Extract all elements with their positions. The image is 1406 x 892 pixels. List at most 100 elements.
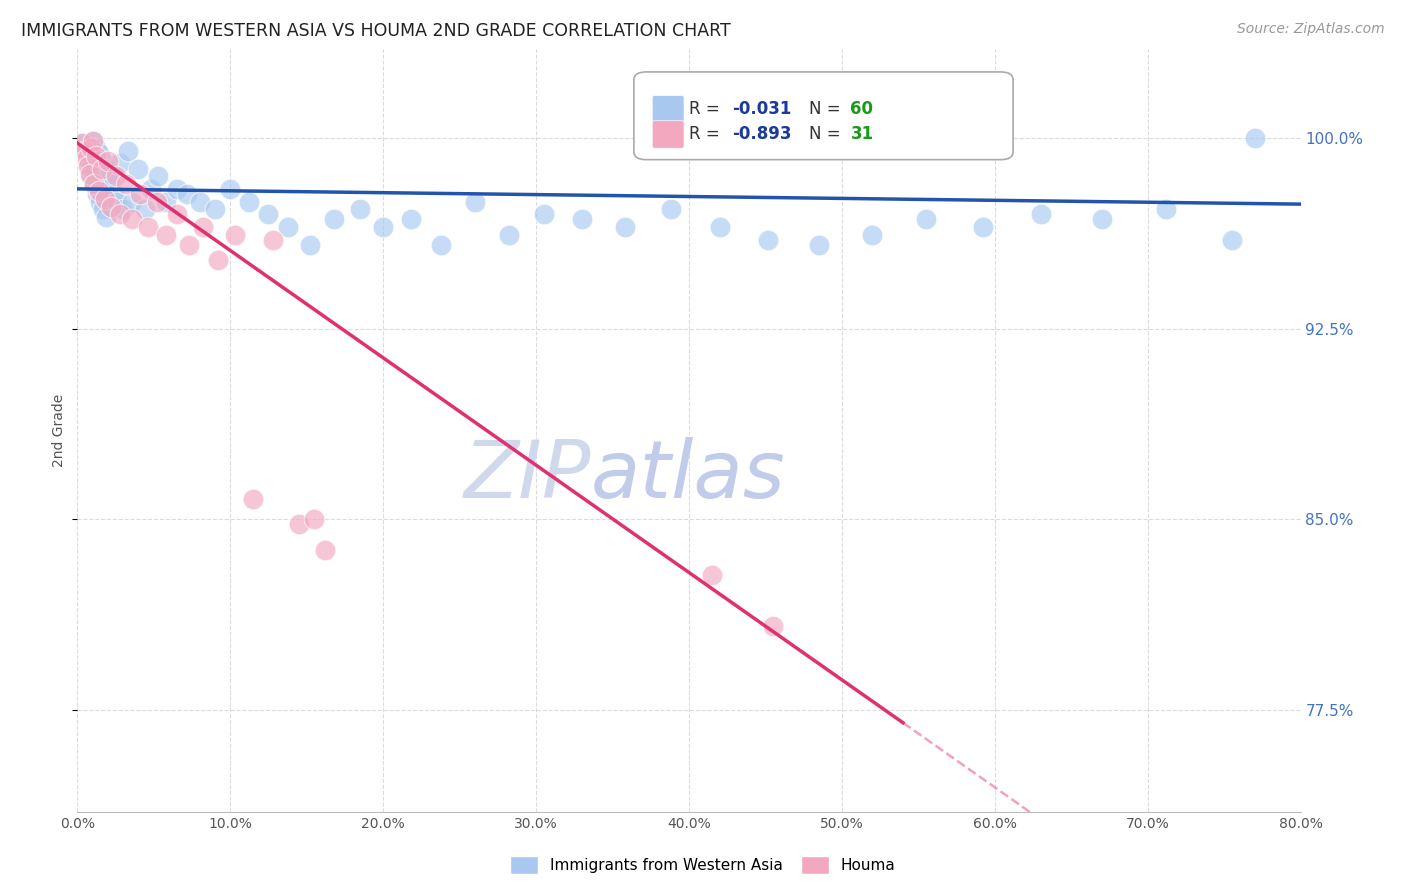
Point — [87, 146, 110, 161]
Point — [700, 568, 723, 582]
Point — [758, 233, 780, 247]
Point — [96, 210, 118, 224]
Point — [224, 227, 246, 242]
Point — [571, 212, 593, 227]
Point — [709, 219, 731, 234]
Point — [1154, 202, 1177, 217]
Point — [242, 491, 264, 506]
Point — [430, 237, 453, 252]
Point — [77, 159, 100, 173]
Point — [115, 177, 138, 191]
Point — [1029, 207, 1052, 221]
Point — [277, 219, 299, 234]
Point — [155, 227, 177, 242]
Point — [371, 219, 394, 234]
Point — [97, 153, 120, 168]
Text: IMMIGRANTS FROM WESTERN ASIA VS HOUMA 2ND GRADE CORRELATION CHART: IMMIGRANTS FROM WESTERN ASIA VS HOUMA 2N… — [21, 22, 731, 40]
Point — [298, 237, 321, 252]
Point — [257, 207, 280, 221]
Text: N =: N = — [808, 126, 845, 144]
Point — [807, 237, 830, 252]
Text: atlas: atlas — [591, 437, 786, 516]
Point — [100, 177, 122, 191]
Point — [207, 253, 229, 268]
Point — [1243, 131, 1265, 145]
Point — [288, 517, 311, 532]
Point — [399, 212, 422, 227]
Point — [90, 153, 112, 168]
Point — [89, 194, 111, 209]
Point — [204, 202, 226, 217]
Point — [87, 185, 110, 199]
Point — [238, 194, 260, 209]
Point — [314, 542, 336, 557]
Text: R =: R = — [689, 100, 725, 119]
Point — [972, 219, 994, 234]
Point — [121, 194, 143, 209]
Point — [533, 207, 555, 221]
Text: R =: R = — [689, 126, 725, 144]
Point — [659, 202, 682, 217]
Point — [76, 152, 98, 166]
Point — [136, 219, 159, 234]
Point — [86, 186, 108, 201]
Text: N =: N = — [808, 100, 845, 119]
Point — [82, 134, 104, 148]
Point — [70, 136, 93, 150]
Point — [323, 212, 346, 227]
Point — [76, 152, 98, 166]
Point — [117, 144, 139, 158]
Point — [94, 161, 117, 176]
Point — [129, 186, 152, 201]
Point — [70, 136, 93, 150]
Point — [77, 156, 100, 170]
FancyBboxPatch shape — [652, 120, 685, 148]
Point — [73, 144, 96, 158]
FancyBboxPatch shape — [652, 95, 685, 123]
Point — [166, 207, 188, 221]
Point — [134, 202, 156, 217]
Point — [155, 194, 177, 209]
Point — [1220, 233, 1243, 247]
Text: -0.031: -0.031 — [731, 100, 792, 119]
Legend: Immigrants from Western Asia, Houma: Immigrants from Western Asia, Houma — [505, 850, 901, 880]
Point — [80, 169, 103, 183]
Point — [915, 212, 938, 227]
Point — [762, 619, 785, 633]
Point — [79, 161, 101, 176]
Point — [83, 177, 105, 191]
Point — [79, 167, 101, 181]
Point — [498, 227, 520, 242]
Point — [103, 186, 125, 201]
Point — [148, 169, 170, 183]
Point — [191, 219, 214, 234]
Point — [84, 141, 107, 155]
Point — [862, 227, 884, 242]
Point — [90, 161, 112, 176]
Point — [80, 141, 103, 155]
Point — [97, 169, 120, 183]
Point — [262, 233, 284, 247]
Point — [121, 212, 143, 227]
Point — [146, 194, 169, 209]
Point — [108, 207, 131, 221]
Point — [105, 194, 128, 209]
Text: ZIP: ZIP — [464, 437, 591, 516]
Point — [82, 134, 104, 148]
Text: Source: ZipAtlas.com: Source: ZipAtlas.com — [1237, 22, 1385, 37]
Point — [349, 202, 371, 217]
Y-axis label: 2nd Grade: 2nd Grade — [52, 393, 66, 467]
Text: 31: 31 — [851, 126, 873, 144]
Point — [83, 177, 105, 191]
Point — [1091, 212, 1114, 227]
Text: -0.893: -0.893 — [731, 126, 792, 144]
Point — [464, 194, 486, 209]
Point — [166, 182, 188, 196]
FancyBboxPatch shape — [634, 72, 1014, 160]
Point — [304, 512, 326, 526]
Point — [139, 182, 162, 196]
Point — [73, 144, 96, 158]
Point — [177, 237, 200, 252]
Point — [100, 200, 122, 214]
Point — [127, 161, 149, 176]
